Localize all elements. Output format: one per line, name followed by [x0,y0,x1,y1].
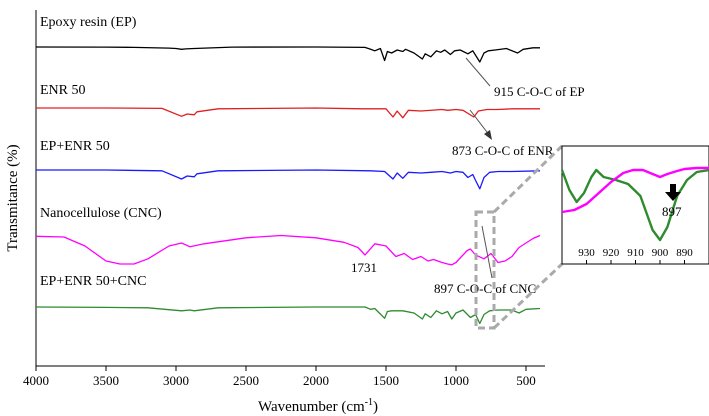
inset-tick-label-890: 890 [676,247,693,259]
x-tick-label-2000: 2000 [303,373,329,388]
annotation-1731: 1731 [351,260,377,275]
y-axis-label: Transmitance (%) [5,144,21,251]
annotation-897: 897 C-O-C of CNC [434,281,536,296]
x-tick-label-1500: 1500 [373,373,399,388]
inset-tick-label-900: 900 [652,247,669,259]
inset-tick-label-920: 920 [603,247,620,259]
annotation-arrow-897 [481,225,493,279]
inset-chart: 930 920 910 900 890 897 [560,145,709,265]
series-label-enr: ENR 50 [40,83,86,98]
annotation-arrow-915 [465,57,491,87]
series-label-ep-enr-cnc: EP+ENR 50+CNC [40,274,146,289]
x-tick-label-2500: 2500 [233,373,259,388]
x-axis-label: Wavenumber (cm-1) [258,397,378,415]
zoom-region-box [474,210,496,330]
series-group [35,46,541,325]
inset-series-line-green [560,168,709,242]
zoom-connector-bottom [492,262,564,330]
annotation-915: 915 C-O-C of EP [494,84,585,99]
inset-down-arrow-icon [665,184,681,201]
annotation-arrowhead-873 [484,130,492,140]
series-line-ep-enr-cnc [35,306,541,325]
inset-series-group [560,166,709,242]
series-line-cnc [35,234,541,266]
series-label-ep-enr: EP+ENR 50 [40,139,110,154]
inset-tick-label-910: 910 [627,247,644,259]
inset-x-ticks: 930 920 910 900 890 [578,247,693,264]
series-label-cnc: Nanocellulose (CNC) [40,206,162,221]
x-axis-ticks: 4000 3500 3000 2500 2000 1500 1000 500 [23,366,536,388]
series-label-ep: Epoxy resin (EP) [40,15,137,30]
series-line-ep-enr [36,169,541,190]
inset-series-line-magenta [561,166,709,214]
series-line-enr [36,107,540,119]
annotation-873: 873 C-O-C of ENR [452,143,554,158]
x-tick-label-3000: 3000 [163,373,189,388]
x-tick-label-500: 500 [516,373,536,388]
series-line-ep [35,46,540,63]
x-tick-label-1000: 1000 [443,373,469,388]
zoom-connector-top [492,144,564,214]
inset-marker-label: 897 [662,204,682,219]
inset-tick-label-930: 930 [578,247,595,259]
x-tick-label-3500: 3500 [93,373,119,388]
annotation-arrow-873 [469,109,491,137]
x-tick-label-4000: 4000 [23,373,49,388]
